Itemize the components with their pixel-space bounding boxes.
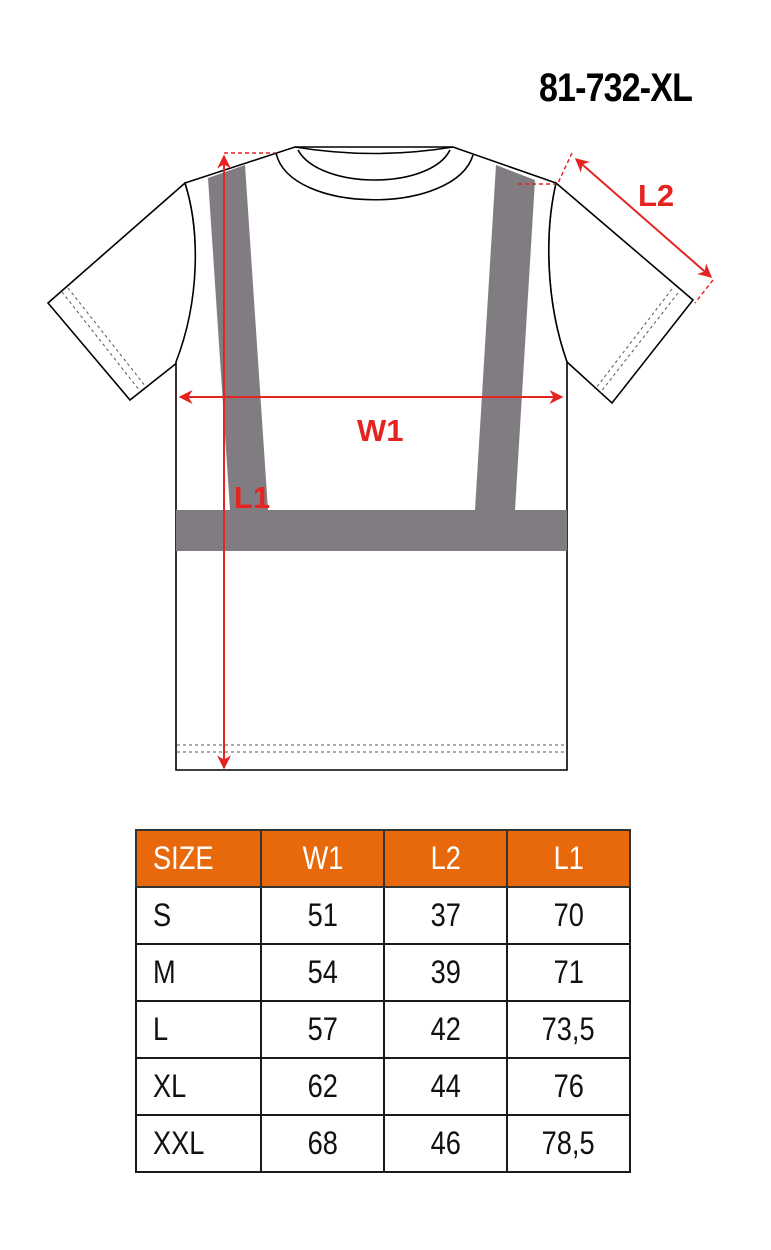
header-w1: W1 bbox=[260, 829, 385, 888]
table-cell: 70 bbox=[506, 886, 631, 945]
table-cell: M bbox=[135, 943, 262, 1002]
table-cell: 73,5 bbox=[506, 1000, 631, 1059]
stripe-horizontal bbox=[176, 510, 567, 551]
header-l2: L2 bbox=[383, 829, 508, 888]
table-cell: XL bbox=[135, 1057, 262, 1116]
table-cell: 78,5 bbox=[506, 1114, 631, 1173]
right-sleeve bbox=[547, 181, 695, 405]
l1-label: L1 bbox=[234, 480, 270, 515]
shirt-outline bbox=[46, 146, 695, 771]
stripe-right bbox=[475, 165, 535, 510]
table-cell: 42 bbox=[383, 1000, 508, 1059]
body bbox=[175, 146, 568, 771]
table-header-row: SIZE W1 L2 L1 bbox=[135, 829, 631, 888]
table-cell: 51 bbox=[260, 886, 385, 945]
table-cell: 54 bbox=[260, 943, 385, 1002]
l2-label: L2 bbox=[638, 178, 674, 213]
collar-outer bbox=[275, 152, 474, 201]
table-cell: 76 bbox=[506, 1057, 631, 1116]
table-cell: 37 bbox=[383, 886, 508, 945]
table-cell: XXL bbox=[135, 1114, 262, 1173]
table-row: S 51 37 70 bbox=[135, 886, 631, 945]
tshirt-diagram: W1 L1 L2 bbox=[46, 146, 714, 771]
table-cell: S bbox=[135, 886, 262, 945]
table-row: XXL 68 46 78,5 bbox=[135, 1114, 631, 1173]
header-size: SIZE bbox=[135, 829, 262, 888]
w1-label: W1 bbox=[357, 413, 404, 448]
table-cell: 39 bbox=[383, 943, 508, 1002]
stitching bbox=[61, 287, 679, 753]
collar-seam bbox=[297, 149, 451, 181]
table-cell: 57 bbox=[260, 1000, 385, 1059]
table-cell: 62 bbox=[260, 1057, 385, 1116]
size-table: SIZE W1 L2 L1 S 51 37 70 M 54 39 71 L 57 42 73,5 XL 6… bbox=[135, 829, 631, 1173]
collar-inner bbox=[294, 146, 454, 155]
table-cell: 44 bbox=[383, 1057, 508, 1116]
table-cell: 71 bbox=[506, 943, 631, 1002]
l2-arrow bbox=[574, 158, 713, 278]
table-cell: 46 bbox=[383, 1114, 508, 1173]
table-row: XL 62 44 76 bbox=[135, 1057, 631, 1116]
table-cell: 68 bbox=[260, 1114, 385, 1173]
table-cell: L bbox=[135, 1000, 262, 1059]
table-row: M 54 39 71 bbox=[135, 943, 631, 1002]
measurements bbox=[178, 152, 714, 770]
header-l1: L1 bbox=[506, 829, 631, 888]
table-row: L 57 42 73,5 bbox=[135, 1000, 631, 1059]
reflective-stripes bbox=[176, 165, 567, 551]
product-code: 81-732-XL bbox=[539, 66, 693, 110]
